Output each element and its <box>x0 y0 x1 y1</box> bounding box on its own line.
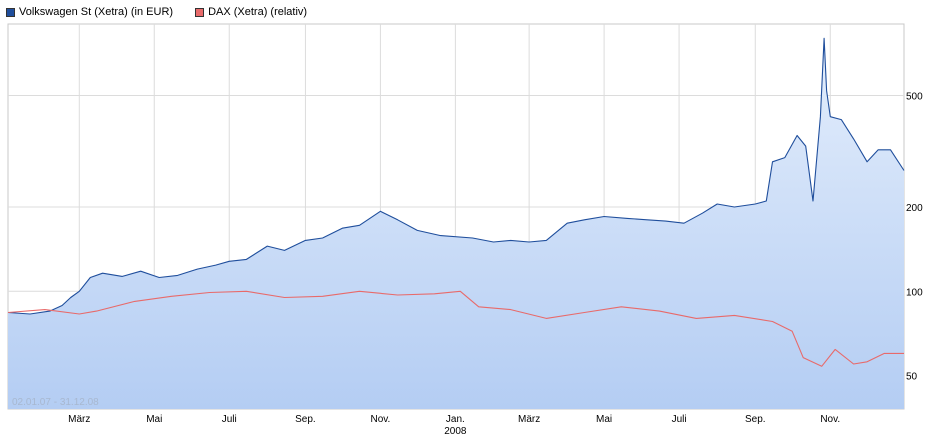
x-tick-label: Sep. <box>745 414 766 425</box>
legend-item-vw: Volkswagen St (Xetra) (in EUR) <box>6 6 173 18</box>
x-tick-label: Juli <box>672 414 687 425</box>
legend-swatch-dax <box>195 7 205 17</box>
x-tick-label: März <box>68 414 90 425</box>
legend-label-vw: Volkswagen St (Xetra) (in EUR) <box>19 6 174 18</box>
x-tick-label: Nov. <box>820 414 840 425</box>
y-tick-label: 500 <box>906 92 923 103</box>
legend-swatch-vw <box>6 7 15 17</box>
y-tick-label: 100 <box>906 287 923 298</box>
legend: Volkswagen St (Xetra) (in EUR) DAX (Xetr… <box>6 6 307 18</box>
x-tick-label: Sep. <box>295 414 316 425</box>
y-tick-label: 200 <box>906 203 923 214</box>
x-tick-label: Mai <box>146 414 162 425</box>
x-tick-label: Nov. <box>370 414 390 425</box>
date-range-label: 02.01.07 - 31.12.08 <box>12 397 99 408</box>
x-year-label: 2008 <box>444 426 467 436</box>
series-line-0 <box>7 37 905 315</box>
series-area-0 <box>8 38 904 410</box>
series-line-1 <box>7 290 904 367</box>
x-tick-label: Jan. <box>446 414 465 425</box>
x-tick-label: Mai <box>596 414 612 425</box>
x-tick-label: März <box>518 414 540 425</box>
legend-label-dax: DAX (Xetra) (relativ) <box>208 6 308 18</box>
y-tick-label: 50 <box>906 372 918 383</box>
legend-item-dax: DAX (Xetra) (relativ) <box>195 6 307 18</box>
x-tick-label: Juli <box>222 414 237 425</box>
